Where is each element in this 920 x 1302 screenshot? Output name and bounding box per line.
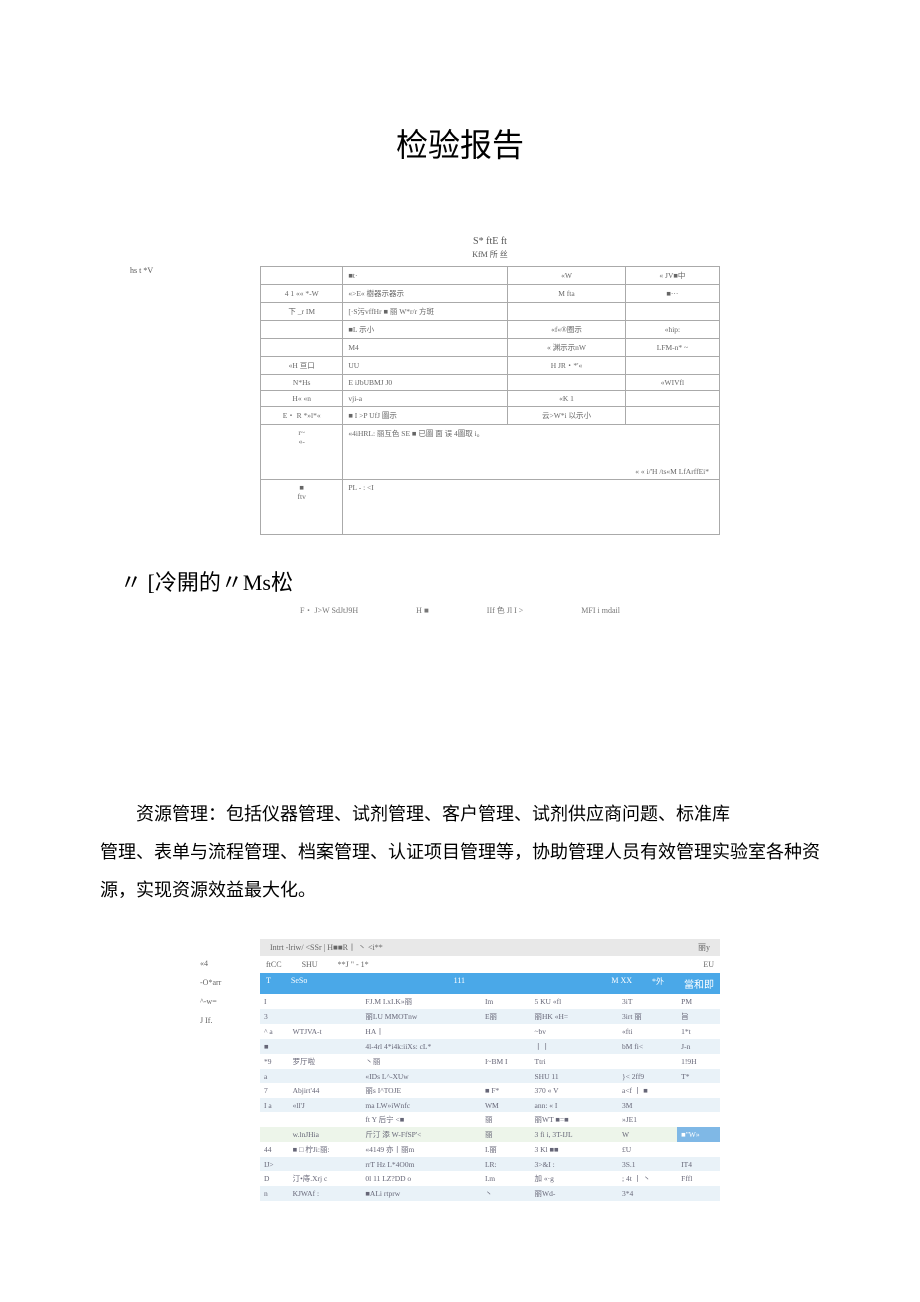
- table-row: ft Y 后宁 <■丽丽WT ■=■»JE1: [260, 1112, 720, 1127]
- resource-mgmt-screenshot: «4 -O*arr ^-w= J If. Intrt -lriw/ <SSr |…: [200, 939, 720, 1201]
- form-subcaption: KfM 所 丝: [160, 249, 820, 260]
- table-row: r~«- «4iHRL: 丽互色 SE ■ 已圖 面 误 4圖取 i。 « « …: [261, 425, 720, 480]
- table-row: 3丽LU MMOTnwE丽丽HK «H=3irt 丽旨: [260, 1009, 720, 1024]
- screenshot-tabs: ftCC SHU **J " - 1* EU: [260, 956, 720, 973]
- table-row: E・ R *»l*« ■ I >P UfJ 圖示 云>W*i 以示小: [261, 407, 720, 425]
- paragraph: 管理、表单与流程管理、档案管理、认证项目管理等，协助管理人员有效管理实验室各种资…: [100, 834, 820, 910]
- table-row: *9罗厅啦丶丽I~BM ITtri1!9H: [260, 1054, 720, 1069]
- table-row: 4 1 «« *-W «>E« 樹器示器示 M fta ■···: [261, 285, 720, 303]
- table-row: nKJWAf :■ALi rtprw丶丽Wd-3*4: [260, 1186, 720, 1201]
- table-row: ■4l-4rl 4*i4k:iiXs: cL*丨丨bM fi<J-n: [260, 1039, 720, 1054]
- table-row: w.lnJHia斤汀 添 W-FfSP'<丽3 fi i, 3T-IJLW■"W…: [260, 1127, 720, 1142]
- table-row: 下 _r IM [·S污vffHr ■ 丽 W*r/r 方斑: [261, 303, 720, 321]
- inspection-form-block: S* ftE ft KfM 所 丝 hs t *V ■t· «W « JV■中 …: [160, 236, 820, 535]
- form-side-label: hs t *V: [130, 266, 153, 275]
- table-row: I a«ll'Jma LW»iWnfcWMann: « I3M: [260, 1098, 720, 1112]
- table-row: 7Abjirt'44丽s I^TOJE■ F*370 « Va<f 丨 ■: [260, 1083, 720, 1098]
- form-caption: S* ftE ft: [160, 236, 820, 247]
- table-row: 44■ □ 柠Ji:丽:«4149 亦丨丽mI.丽3 Kl ■■£U: [260, 1142, 720, 1157]
- table-row: N*Hs E iJbUBMJ J0 «WIVfl: [261, 375, 720, 391]
- page-title: 检验报告: [100, 120, 820, 166]
- table-row: IJ>rrT Hz L*4O0mLR:3>&I :3S.1IT4: [260, 1157, 720, 1171]
- table-row: ■L 示小 «f«®圈示 «hip:: [261, 321, 720, 339]
- body-paragraphs: 资源管理：包括仪器管理、试剂管理、客户管理、试剂供应商问题、标准库 管理、表单与…: [100, 796, 820, 909]
- paragraph: 资源管理：包括仪器管理、试剂管理、客户管理、试剂供应商问题、标准库: [100, 796, 820, 834]
- inspection-form-table: ■t· «W « JV■中 4 1 «« *-W «>E« 樹器示器示 M ft…: [260, 266, 720, 535]
- screenshot-header: Intrt -lriw/ <SSr | H■■R丨 丶 <i** 丽y: [260, 939, 720, 956]
- table-row: IFJ.M I.xI.K»丽Im5 KU «fl3iTPM: [260, 994, 720, 1009]
- screenshot-sidebar: «4 -O*arr ^-w= J If.: [200, 939, 260, 1035]
- table-row: H« «n vji-a «K 1: [261, 391, 720, 407]
- quote-text: 〃 [冷開的〃Ms松: [120, 565, 820, 597]
- form-footnotes: F・ J>W SdJtJ9H H ■ IIf 色 Jl I > MFI i md…: [100, 605, 820, 616]
- signature-text: « « i/'H /ts«M LfArffEi*: [635, 467, 709, 476]
- table-row: ^ aWTJVA-tHA丨~bv«fti1*t: [260, 1024, 720, 1039]
- table-row: ■ftv PL - : <I: [261, 480, 720, 535]
- table-row: «H 亘口 UU H JR・*'«: [261, 357, 720, 375]
- table-row: D汀•庤.Xrj c0l 11 LZ?DD oI.m加 «·g; 4t 丨 丶F…: [260, 1171, 720, 1186]
- screenshot-data-table: IFJ.M I.xI.K»丽Im5 KU «fl3iTPM3丽LU MMOTnw…: [260, 994, 720, 1201]
- table-row: M4 « 渊示示nW LFM-n* ~: [261, 339, 720, 357]
- table-row: a«IDs L^-XUwSHU 11}< 2ff9T*: [260, 1069, 720, 1083]
- table-row: ■t· «W « JV■中: [261, 267, 720, 285]
- screenshot-banner: T SeSo 111 M XX *外 當和即: [260, 973, 720, 994]
